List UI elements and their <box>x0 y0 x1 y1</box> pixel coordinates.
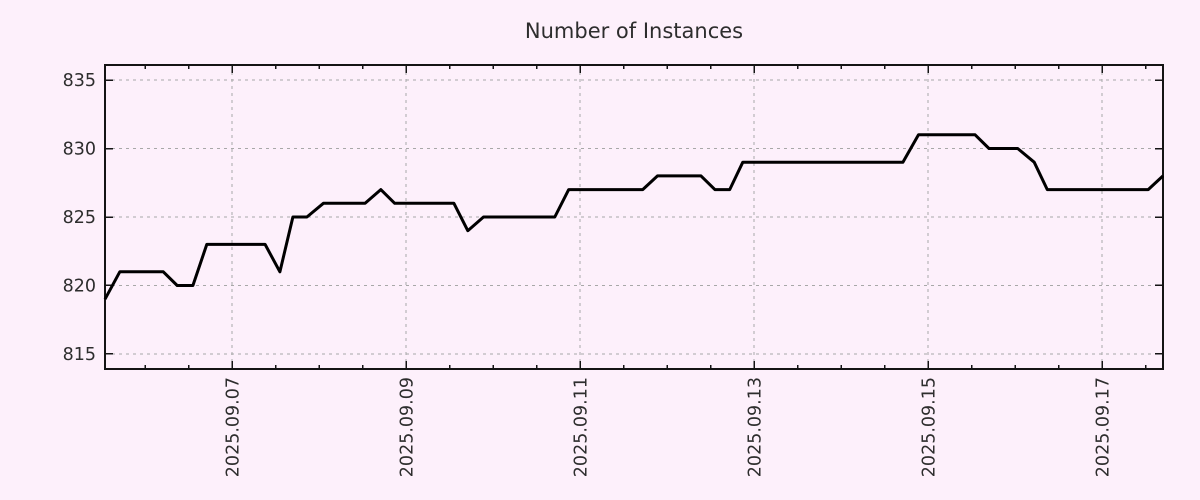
y-tick-label: 830 <box>63 140 96 160</box>
y-tick-label: 825 <box>63 208 96 228</box>
instances-line <box>103 133 1165 300</box>
y-tick-label: 835 <box>63 71 96 91</box>
y-tick-label: 820 <box>63 276 96 296</box>
x-tick-label: 2025.09.07 <box>224 377 244 477</box>
chart-title: Number of Instances <box>525 19 743 43</box>
x-tick-label: 2025.09.13 <box>746 377 766 477</box>
gridlines <box>105 65 1163 369</box>
x-tick-label: 2025.09.09 <box>398 377 418 477</box>
axis-tick-labels: 815 820 825 830 835 2025.09.07 2025.09.09 2025.… <box>63 71 1114 477</box>
axis-ticks <box>105 65 1163 369</box>
x-tick-label: 2025.09.17 <box>1094 377 1114 477</box>
y-tick-label: 815 <box>63 345 96 365</box>
data-series <box>103 133 1165 300</box>
x-tick-label: 2025.09.11 <box>572 377 592 477</box>
x-tick-label: 2025.09.15 <box>920 377 940 477</box>
